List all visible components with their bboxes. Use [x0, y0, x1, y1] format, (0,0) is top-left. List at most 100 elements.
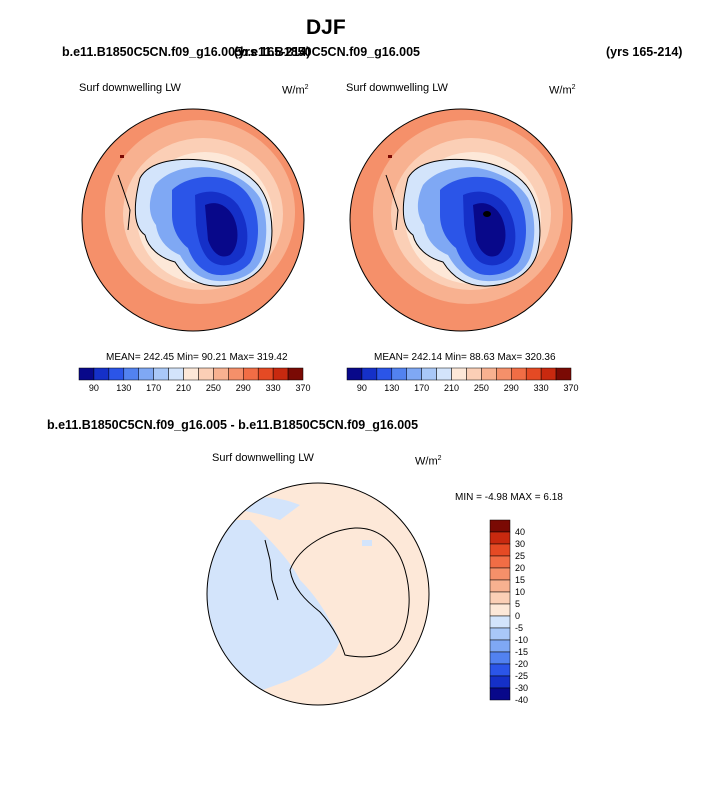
diff-colorbar-swatch — [489, 651, 511, 665]
panel-1-colorbar-swatch — [198, 367, 214, 381]
panel-1-colorbar-swatch — [93, 367, 110, 381]
panel-2-colorbar-swatch — [496, 367, 512, 381]
diff-units: W/m2 — [415, 455, 442, 468]
diff-max-label: MAX = — [510, 492, 541, 503]
diff-colorbar-swatch — [489, 555, 511, 569]
diff-colorbar-swatch — [489, 519, 511, 533]
panel-2-colorbar-swatch — [555, 367, 572, 381]
diff-colorbar-swatch — [489, 663, 511, 677]
diff-colorbar-tick-label: -10 — [515, 635, 528, 645]
panel-2-mean-label: MEAN= — [374, 352, 409, 363]
panel-1-case-name: b.e11.B1850C5CN.f09_g16.005 — [62, 45, 242, 59]
diff-colorbar-swatch — [489, 627, 511, 641]
panel-1-min-label: Min= — [176, 352, 199, 363]
panel-2-colorbar-swatch — [391, 367, 407, 381]
panel-1-units-sup: 2 — [304, 84, 309, 91]
panel-2-colorbar-swatch — [451, 367, 467, 381]
panel-1-variable: Surf downwelling LW — [79, 82, 181, 94]
panel-2-years: (yrs 165-214) — [606, 45, 683, 59]
panel-2-stats: MEAN= 242.14 Min= 88.63 Max= 320.36 — [374, 352, 556, 363]
panel-1-colorbar-tick-label: 290 — [236, 383, 251, 393]
diff-colorbar-tick-label: -5 — [515, 623, 523, 633]
panel-2-colorbar-swatch — [346, 367, 363, 381]
diff-colorbar-swatch — [489, 687, 511, 701]
panel-2-colorbar-swatch — [525, 367, 542, 381]
panel-2-min: 88.63 — [469, 352, 495, 363]
diff-colorbar-swatch — [489, 615, 511, 629]
panel-2-max-label: Max= — [497, 352, 523, 363]
diff-colorbar-swatch — [489, 639, 511, 653]
diff-colorbar-swatch — [489, 531, 511, 545]
panel-1-max: 319.42 — [256, 352, 288, 363]
diff-colorbar-swatch — [489, 579, 511, 593]
panel-1-colorbar-tick-label: 250 — [206, 383, 221, 393]
panel-2-colorbar-swatch — [436, 367, 452, 381]
panel-2-units-sup: 2 — [571, 84, 576, 91]
diff-colorbar-tick-label: 10 — [515, 587, 525, 597]
panel-1-colorbar-swatch — [123, 367, 139, 381]
panel-1-units-base: W/m — [282, 84, 305, 97]
panel-1-colorbar-tick-label: 130 — [116, 383, 131, 393]
diff-colorbar-swatch — [489, 543, 511, 557]
diff-colorbar-swatch — [489, 675, 511, 689]
diff-colorbar: 40 30 25 20 15 10 5 0 -5 -10 -15 -20 -25 -30 -40 — [489, 519, 528, 705]
panel-1-colorbar-swatch — [183, 367, 199, 381]
panel-2-contours — [350, 109, 572, 331]
diff-colorbar-tick-label: -15 — [515, 647, 528, 657]
panel-1-years: (yrs 165-214) — [234, 45, 311, 59]
panel-1-max-label: Max= — [229, 352, 255, 363]
panel-2-colorbar-swatch — [511, 367, 527, 381]
panel-2-case-name: b.e11.B1850C5CN.f09_g16.005 — [240, 45, 420, 59]
panel-1-stats: MEAN= 242.45 Min= 90.21 Max= 319.42 — [106, 352, 288, 363]
diff-stats: MIN = -4.98 MAX = 6.18 — [455, 492, 563, 503]
diff-colorbar-tick-label: 0 — [515, 611, 520, 621]
diff-colorbar-tick-label: 15 — [515, 575, 525, 585]
panel-2-colorbar-swatch — [466, 367, 482, 381]
panel-2-units-base: W/m — [549, 84, 572, 97]
panel-2-colorbar-tick-label: 330 — [534, 383, 549, 393]
panel-2-units: W/m2 — [549, 84, 576, 97]
panel-2-colorbar-tick-label: 370 — [563, 383, 578, 393]
panel-1-contours — [82, 109, 304, 331]
panel-2-colorbar: 90 130 170 210 250 290 330 370 — [346, 367, 579, 393]
diff-variable: Surf downwelling LW — [212, 452, 314, 464]
diff-colorbar-tick-label: -30 — [515, 683, 528, 693]
diff-colorbar-tick-label: -20 — [515, 659, 528, 669]
panel-1-colorbar-tick-label: 90 — [89, 383, 99, 393]
diff-colorbar-tick-label: 30 — [515, 539, 525, 549]
panel-2-max: 320.36 — [524, 352, 556, 363]
diff-min-label: MIN = — [455, 492, 482, 503]
panel-2-mean: 242.14 — [411, 352, 443, 363]
panel-2-min-label: Min= — [444, 352, 467, 363]
diff-colorbar-tick-label: 5 — [515, 599, 520, 609]
panel-2-colorbar-tick-label: 170 — [414, 383, 429, 393]
panel-1-colorbar-swatch — [213, 367, 229, 381]
panel-1-colorbar-swatch — [108, 367, 125, 381]
panel-2-colorbar-tick-label: 130 — [384, 383, 399, 393]
panel-1-colorbar: 90 130 170 210 250 290 330 370 — [78, 367, 311, 393]
panel-2-colorbar-swatch — [421, 367, 437, 381]
diff-units-base: W/m — [415, 455, 438, 468]
diff-title: b.e11.B1850C5CN.f09_g16.005 - b.e11.B185… — [47, 418, 419, 432]
diff-colorbar-tick-label: 20 — [515, 563, 525, 573]
panel-1-colorbar-swatch — [228, 367, 244, 381]
panel-2-colorbar-swatch — [376, 367, 393, 381]
diff-colorbar-swatch — [489, 603, 511, 617]
panel-2-colorbar-swatch — [361, 367, 378, 381]
panel-2-colorbar-tick-label: 210 — [444, 383, 459, 393]
panel-1-min: 90.21 — [201, 352, 227, 363]
diff-map-contours — [207, 483, 429, 705]
diff-colorbar-tick-label: 40 — [515, 527, 525, 537]
panel-2-colorbar-swatch — [540, 367, 557, 381]
panel-1-units: W/m2 — [282, 84, 309, 97]
diff-max: 6.18 — [543, 492, 563, 503]
panel-1-colorbar-swatch — [287, 367, 304, 381]
panel-1-colorbar-tick-label: 210 — [176, 383, 191, 393]
panel-2-colorbar-swatch — [481, 367, 497, 381]
panel-1-colorbar-tick-label: 330 — [266, 383, 281, 393]
panel-1-mean-label: MEAN= — [106, 352, 141, 363]
diff-colorbar-tick-label: 25 — [515, 551, 525, 561]
panel-1-colorbar-tick-label: 370 — [295, 383, 310, 393]
diff-colorbar-tick-label: -40 — [515, 695, 528, 705]
